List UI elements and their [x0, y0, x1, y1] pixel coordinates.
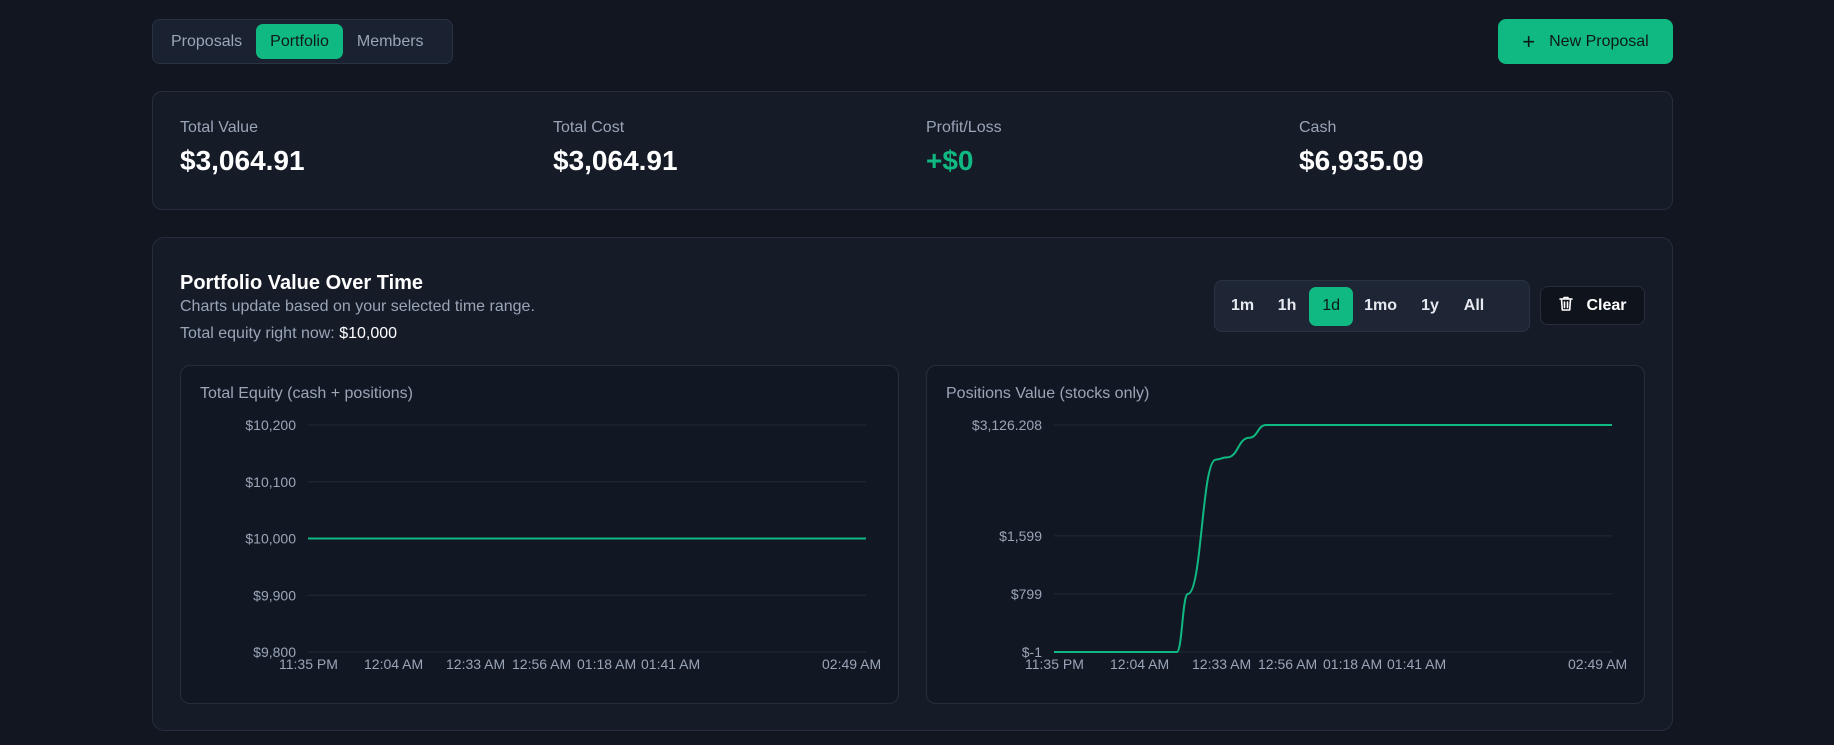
plus-icon: +: [1522, 28, 1536, 54]
portfolio-chart-panel: Portfolio Value Over Time Charts update …: [152, 237, 1673, 731]
y-tick-label: $799: [1011, 586, 1042, 602]
x-tick-label: 01:41 AM: [641, 656, 700, 672]
stat-label: Cash: [1299, 119, 1337, 136]
chart-title: Positions Value (stocks only): [946, 385, 1150, 402]
tab-members[interactable]: Members: [356, 32, 424, 50]
positions-value-chart-svg: $3,126.208 $1,599 $799 $-111:35 PM 12:04 AM 1…: [972, 417, 1627, 672]
y-tick-label: $9,900: [253, 587, 296, 603]
y-tick-label: $9,800: [253, 644, 296, 660]
total-equity-value: $10,000: [339, 325, 398, 342]
y-tick-label: $10,100: [245, 474, 296, 490]
stat-total-value: Total Value $3,064.91: [180, 119, 305, 177]
clear-label: Clear: [1586, 296, 1627, 314]
stat-value: $3,064.91: [180, 145, 305, 176]
stat-value: $6,935.09: [1299, 145, 1424, 176]
range-1h[interactable]: 1h: [1277, 297, 1297, 314]
tab-proposals[interactable]: Proposals: [171, 32, 243, 50]
chart-title: Total Equity (cash + positions): [200, 385, 413, 402]
x-tick-label: 11:35 PM: [279, 656, 338, 672]
total-equity-readout: Total equity right now: $10,000: [180, 325, 397, 343]
top-bar: Proposals Portfolio Members + New Propos…: [152, 19, 1673, 65]
stat-total-cost: Total Cost $3,064.91: [553, 119, 678, 177]
stat-label: Total Value: [180, 119, 258, 136]
x-tick-label: 12:33 AM: [1192, 656, 1251, 672]
y-tick-label: $10,000: [245, 531, 296, 547]
stats-card: Total Value $3,064.91 Total Cost $3,064.…: [152, 91, 1673, 210]
x-tick-label: 01:18 AM: [577, 656, 636, 672]
total-equity-label: Total equity right now:: [180, 325, 335, 342]
range-all[interactable]: All: [1463, 297, 1485, 314]
clear-button[interactable]: Clear: [1540, 286, 1645, 325]
stat-profit-loss: Profit/Loss +$0: [926, 119, 1002, 177]
y-tick-label: $1,599: [999, 528, 1042, 544]
trash-icon: [1558, 295, 1574, 317]
view-tabs: Proposals Portfolio Members: [152, 19, 453, 64]
stat-label: Profit/Loss: [926, 119, 1002, 136]
stat-value: $3,064.91: [553, 145, 678, 176]
panel-title: Portfolio Value Over Time: [180, 272, 424, 294]
x-tick-label: 12:56 AM: [512, 656, 571, 672]
x-tick-label: 01:41 AM: [1387, 656, 1446, 672]
stat-label: Total Cost: [553, 119, 625, 136]
range-1y[interactable]: 1y: [1421, 297, 1439, 314]
total-equity-chart: Total Equity (cash + positions) $10,200 $…: [180, 365, 899, 704]
y-tick-label: $-1: [1022, 644, 1042, 660]
x-tick-label: 12:04 AM: [364, 656, 423, 672]
x-tick-label: 12:04 AM: [1110, 656, 1169, 672]
x-tick-label: 12:56 AM: [1258, 656, 1317, 672]
x-tick-label: 12:33 AM: [446, 656, 505, 672]
new-proposal-button[interactable]: + New Proposal: [1498, 19, 1673, 64]
positions-value-chart: Positions Value (stocks only) $3,126.208…: [926, 365, 1645, 704]
y-tick-label: $3,126.208: [972, 417, 1042, 433]
range-1mo[interactable]: 1mo: [1364, 297, 1398, 314]
x-tick-label: 02:49 AM: [822, 656, 881, 672]
new-proposal-label: New Proposal: [1549, 32, 1649, 50]
time-range-selector: 1m 1h 1d 1mo 1y All: [1214, 280, 1530, 332]
panel-subtitle: Charts update based on your selected tim…: [180, 298, 535, 315]
range-1m[interactable]: 1m: [1231, 297, 1255, 314]
stat-value: +$0: [926, 145, 974, 176]
y-tick-label: $10,200: [245, 417, 296, 433]
x-tick-label: 01:18 AM: [1323, 656, 1382, 672]
stat-cash: Cash $6,935.09: [1299, 119, 1424, 177]
series-line: [1053, 424, 1612, 653]
x-tick-label: 11:35 PM: [1025, 656, 1084, 672]
tab-portfolio[interactable]: Portfolio: [256, 24, 343, 59]
range-1d[interactable]: 1d: [1309, 286, 1354, 326]
x-tick-label: 02:49 AM: [1568, 656, 1627, 672]
